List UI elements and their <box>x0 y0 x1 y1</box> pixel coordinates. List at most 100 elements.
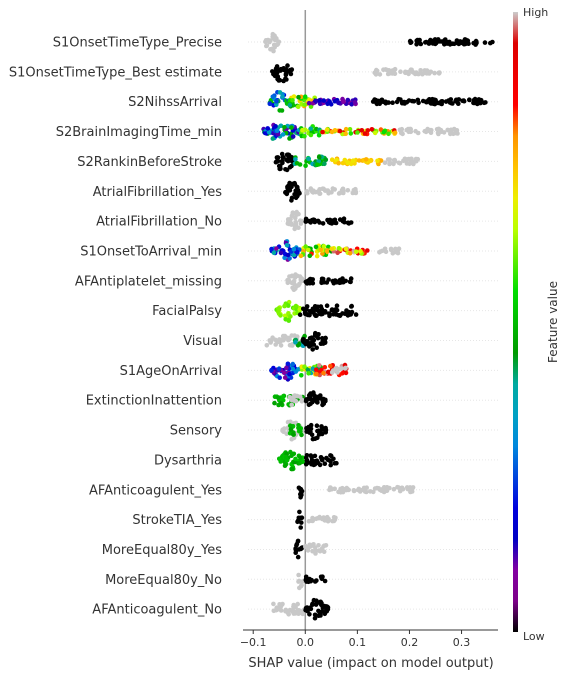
shap-point <box>285 252 291 258</box>
shap-point <box>296 578 302 584</box>
shap-point <box>308 126 314 131</box>
shap-point <box>306 393 312 398</box>
shap-point <box>338 190 343 196</box>
shap-point <box>314 253 320 259</box>
shap-point <box>376 98 381 104</box>
feature-row-dots <box>285 272 354 293</box>
shap-point <box>372 97 377 102</box>
shap-point <box>319 456 325 462</box>
shap-point <box>309 187 314 193</box>
shap-point <box>337 277 343 283</box>
shap-point <box>285 361 291 367</box>
x-tick-label: 0.3 <box>453 636 471 649</box>
shap-point <box>309 455 315 460</box>
shap-point <box>332 517 338 522</box>
shap-point <box>286 337 291 343</box>
shap-point <box>482 40 488 45</box>
shap-point <box>291 451 297 457</box>
shap-point <box>313 244 319 250</box>
shap-point <box>328 462 334 468</box>
shap-point <box>384 488 390 494</box>
shap-point <box>324 303 330 309</box>
shap-point <box>406 69 412 75</box>
feature-label: AtrialFibrillation_No <box>96 215 222 230</box>
shap-point <box>282 125 287 130</box>
shap-point <box>308 104 314 109</box>
shap-point <box>379 488 384 494</box>
shap-point <box>281 335 287 341</box>
shap-point <box>290 366 296 372</box>
shap-point <box>311 342 317 347</box>
shap-point <box>312 615 318 621</box>
shap-point <box>328 453 333 458</box>
shap-point <box>305 280 310 286</box>
shap-point <box>320 129 325 135</box>
feature-row-dots <box>293 538 329 560</box>
shap-point <box>303 605 309 611</box>
shap-point <box>290 98 295 103</box>
shap-point <box>274 246 279 251</box>
colorbar-low-label: Low <box>523 630 545 643</box>
shap-point <box>307 344 312 349</box>
shap-point <box>275 155 281 160</box>
shap-point <box>326 244 331 250</box>
shap-point <box>403 70 408 76</box>
shap-point <box>419 71 425 76</box>
shap-point <box>373 72 379 77</box>
shap-point <box>334 365 339 371</box>
shap-point <box>293 398 299 404</box>
feature-row-dots <box>296 572 328 591</box>
x-tick-label: 0.0 <box>297 636 315 649</box>
shap-point <box>320 251 325 256</box>
shap-point <box>363 157 369 162</box>
shap-point <box>290 361 296 367</box>
shap-point <box>345 220 351 226</box>
shap-point <box>281 370 287 376</box>
shap-point <box>325 606 331 612</box>
shap-point <box>281 394 286 399</box>
shap-point <box>369 127 375 132</box>
shap-point <box>439 129 444 134</box>
shap-point <box>397 127 403 133</box>
shap-point <box>320 221 326 226</box>
feature-row-dots <box>295 509 338 530</box>
shap-point <box>322 161 327 167</box>
shap-point <box>432 70 437 76</box>
shap-point <box>347 251 353 256</box>
shap-point <box>340 160 346 166</box>
shap-point <box>314 598 319 603</box>
shap-point <box>303 543 308 549</box>
shap-point <box>271 608 277 614</box>
colorbar-gradient <box>513 12 518 632</box>
shap-point <box>329 246 335 252</box>
shap-point <box>349 303 355 309</box>
shap-point <box>425 70 430 75</box>
shap-point <box>287 164 293 170</box>
shap-point <box>310 548 315 554</box>
shap-point <box>273 159 279 165</box>
shap-point <box>286 303 291 308</box>
shap-point <box>313 306 319 312</box>
shap-point <box>264 43 270 48</box>
shap-point <box>297 509 302 515</box>
shap-point <box>461 98 467 104</box>
feature-row-dots <box>269 239 402 262</box>
shap-point <box>387 161 392 167</box>
shap-point <box>334 307 340 313</box>
shap-point <box>308 606 314 612</box>
shap-point <box>280 160 285 166</box>
shap-point <box>334 303 340 309</box>
shap-point <box>343 131 349 136</box>
shap-point <box>374 485 380 491</box>
shap-point <box>278 400 284 406</box>
feature-label: AFAnticoagulent_Yes <box>89 483 222 498</box>
shap-point <box>285 158 291 164</box>
shap-point <box>396 96 401 102</box>
shap-point <box>302 364 307 370</box>
shap-point <box>321 244 327 249</box>
shap-point <box>298 253 304 259</box>
shap-point <box>409 156 414 162</box>
shap-point <box>317 191 323 196</box>
shap-point <box>321 401 327 406</box>
